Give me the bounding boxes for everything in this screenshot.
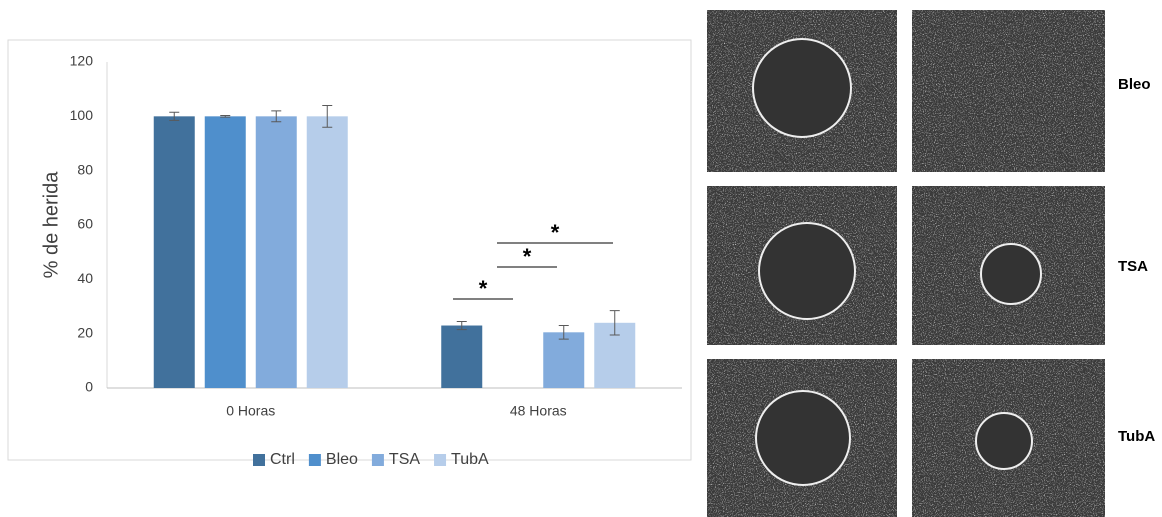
legend-label: Bleo (326, 451, 358, 468)
row-label: Bleo (1118, 76, 1151, 93)
x-tick-label: 48 Horas (510, 403, 567, 419)
bar (256, 116, 297, 388)
x-tick-label: 0 Horas (226, 403, 275, 419)
y-tick-label: 120 (70, 53, 94, 69)
y-tick-label: 80 (77, 161, 93, 177)
bar (307, 116, 348, 388)
legend-swatch (434, 454, 446, 466)
y-axis-title: % de herida (40, 171, 62, 279)
bar (205, 116, 246, 388)
micrograph (707, 186, 897, 345)
y-tick-label: 40 (77, 270, 93, 286)
micrograph (707, 359, 897, 517)
legend-swatch (309, 454, 321, 466)
significance-mark: * (479, 276, 488, 301)
image-panel: Bleo TSA TubA (707, 10, 1155, 517)
micrograph (912, 359, 1105, 517)
y-tick-label: 20 (77, 324, 93, 340)
micrograph (912, 10, 1105, 172)
bar (441, 326, 482, 388)
micrograph (912, 186, 1105, 345)
legend-swatch (253, 454, 265, 466)
bar (543, 332, 584, 388)
bar (154, 116, 195, 388)
row-label: TSA (1118, 258, 1148, 275)
figure: % de herida Bleo TSA TubA 0 20 40 60 80 100 12… (0, 0, 1162, 517)
row-label: TubA (1118, 428, 1155, 445)
significance-mark: * (523, 244, 532, 269)
y-tick-label: 100 (70, 107, 94, 123)
significance-mark: * (551, 220, 560, 245)
y-tick-label: 60 (77, 216, 93, 232)
chart-frame (8, 40, 691, 460)
micrograph (707, 10, 897, 172)
legend-label: TSA (389, 451, 420, 468)
legend-label: Ctrl (270, 451, 295, 468)
legend-swatch (372, 454, 384, 466)
legend-label: TubA (451, 451, 489, 468)
y-tick-label: 0 (85, 379, 93, 395)
